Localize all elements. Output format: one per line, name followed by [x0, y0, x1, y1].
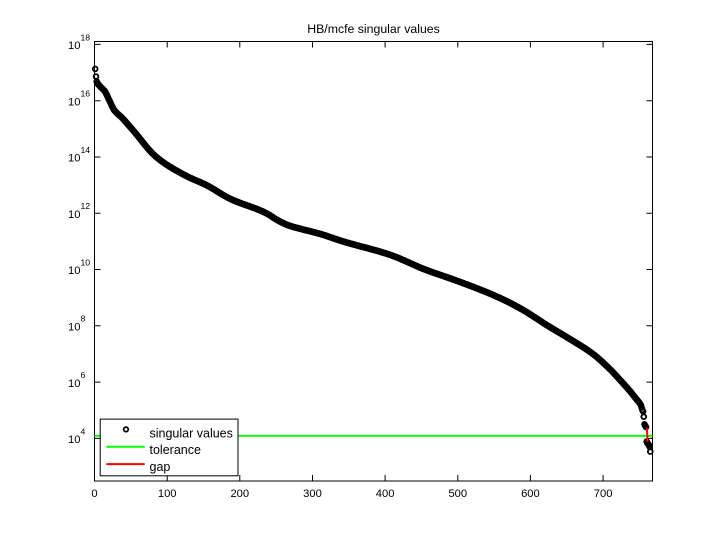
svg-text:200: 200 [230, 488, 249, 500]
svg-text:300: 300 [303, 488, 322, 500]
svg-text:HB/mcfe singular values: HB/mcfe singular values [307, 22, 440, 36]
svg-text:400: 400 [376, 488, 395, 500]
svg-text:0: 0 [91, 488, 97, 500]
svg-text:100: 100 [158, 488, 177, 500]
svg-text:gap: gap [150, 460, 171, 474]
svg-text:tolerance: tolerance [150, 443, 201, 457]
svg-text:singular values: singular values [150, 426, 233, 440]
svg-text:600: 600 [521, 488, 540, 500]
svg-text:500: 500 [448, 488, 467, 500]
svg-text:700: 700 [594, 488, 613, 500]
